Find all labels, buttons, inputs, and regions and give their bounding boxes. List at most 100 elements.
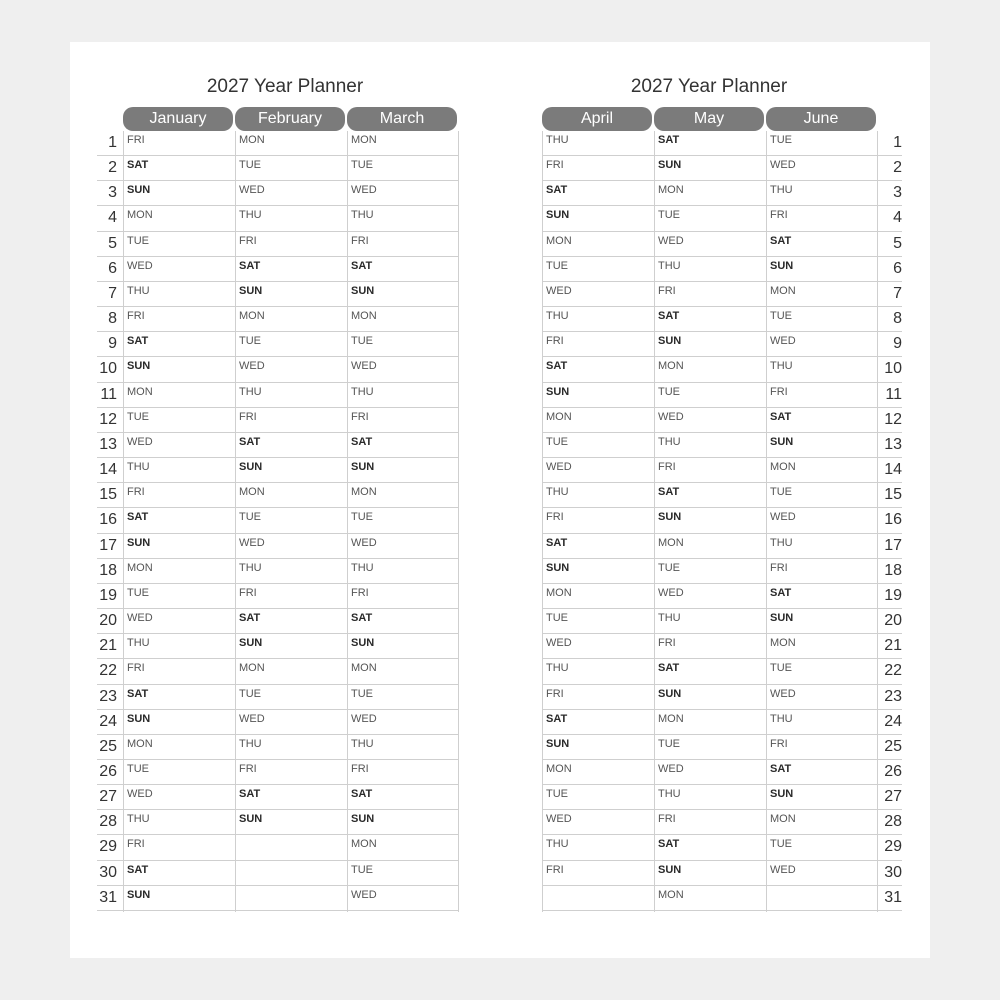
weekday-cell: THU (127, 284, 150, 297)
weekday-cell: SUN (546, 385, 570, 398)
weekday-cell: MON (658, 888, 684, 901)
weekday-cell: MON (770, 284, 796, 297)
day-number: 22 (99, 662, 117, 680)
weekday-cell: SUN (127, 712, 151, 725)
day-number: 29 (884, 838, 902, 856)
weekday-cell: SAT (546, 360, 568, 373)
weekday-cell: MON (127, 561, 153, 574)
weekday-cell: SUN (658, 863, 682, 876)
weekday-cell: THU (351, 737, 374, 750)
weekday-cell: SUN (239, 461, 263, 474)
weekday-cell: SAT (351, 435, 373, 448)
day-number: 3 (108, 184, 117, 202)
day-number: 15 (884, 486, 902, 504)
weekday-cell: WED (770, 863, 796, 876)
weekday-cell: SUN (546, 561, 570, 574)
weekday-cell: SAT (770, 234, 792, 247)
weekday-cell: SUN (239, 637, 263, 650)
row-divider (542, 785, 902, 811)
column-divider (766, 131, 767, 912)
column-divider (877, 131, 878, 912)
day-number: 4 (893, 209, 902, 227)
weekday-cell: SUN (658, 335, 682, 348)
weekday-cell: TUE (127, 234, 149, 247)
day-number: 1 (108, 134, 117, 151)
weekday-cell: FRI (770, 737, 788, 750)
weekday-cell: THU (351, 561, 374, 574)
weekday-cell: WED (546, 284, 572, 297)
weekday-cell: TUE (351, 159, 373, 172)
day-number: 26 (884, 763, 902, 780)
weekday-cell: SUN (546, 737, 570, 750)
weekday-cell: THU (770, 536, 793, 549)
day-number: 14 (884, 461, 902, 479)
weekday-cell: TUE (239, 159, 261, 172)
weekday-cell: FRI (770, 385, 788, 398)
weekday-cell: TUE (351, 687, 373, 700)
weekday-cell: WED (127, 259, 153, 272)
weekday-cell: SAT (239, 435, 261, 448)
weekday-cell: SUN (351, 284, 375, 297)
day-number: 25 (884, 737, 902, 755)
day-number: 8 (108, 310, 117, 328)
weekday-cell: TUE (351, 863, 373, 876)
weekday-cell: FRI (770, 561, 788, 574)
weekday-cell: WED (770, 159, 796, 172)
weekday-cell: THU (239, 737, 262, 750)
weekday-cell: SUN (127, 888, 151, 901)
weekday-cell: TUE (546, 259, 568, 272)
weekday-cell: THU (770, 712, 793, 725)
row-divider (97, 735, 458, 760)
weekday-cell: TUE (546, 612, 568, 625)
row-divider (542, 609, 902, 635)
day-number: 19 (99, 586, 117, 604)
row-divider (97, 206, 458, 232)
row-divider (542, 534, 902, 559)
weekday-cell: WED (351, 888, 377, 901)
row-divider (542, 307, 902, 333)
weekday-cell: TUE (770, 486, 792, 499)
month-header-april: April (542, 107, 652, 131)
row-divider (97, 785, 458, 811)
weekday-cell: FRI (546, 159, 564, 172)
weekday-cell: WED (546, 461, 572, 474)
weekday-cell: TUE (127, 586, 149, 599)
weekday-cell: TUE (770, 134, 792, 146)
weekday-cell: WED (658, 234, 684, 247)
weekday-cell: SAT (770, 763, 792, 775)
weekday-cell: SUN (351, 813, 375, 826)
weekday-cell: WED (351, 360, 377, 373)
row-divider (542, 433, 902, 459)
row-divider (542, 257, 902, 282)
row-divider (542, 131, 902, 157)
weekday-cell: MON (351, 838, 377, 851)
column-divider (235, 131, 236, 912)
day-number: 11 (100, 385, 117, 403)
row-divider (97, 508, 458, 534)
row-divider (97, 332, 458, 358)
month-header-june: June (766, 107, 876, 131)
column-divider (654, 131, 655, 912)
day-number: 9 (893, 335, 902, 353)
weekday-cell: THU (127, 461, 150, 474)
row-divider (97, 534, 458, 559)
row-divider (97, 886, 458, 911)
day-number: 17 (99, 536, 117, 554)
weekday-cell: THU (658, 612, 681, 625)
row-divider (97, 659, 458, 685)
day-number: 8 (893, 310, 902, 328)
weekday-cell: FRI (239, 763, 257, 775)
weekday-cell: TUE (351, 335, 373, 348)
day-number: 2 (108, 159, 117, 177)
day-number: 12 (99, 410, 117, 428)
weekday-cell: SUN (127, 360, 151, 373)
weekday-cell: WED (127, 788, 153, 801)
day-number: 9 (108, 335, 117, 353)
weekday-cell: THU (546, 838, 569, 851)
weekday-cell: TUE (770, 838, 792, 851)
row-divider (97, 181, 458, 207)
month-header-march: March (347, 107, 457, 131)
weekday-cell: MON (770, 813, 796, 826)
row-divider (542, 232, 902, 257)
weekday-cell: SAT (127, 511, 149, 524)
